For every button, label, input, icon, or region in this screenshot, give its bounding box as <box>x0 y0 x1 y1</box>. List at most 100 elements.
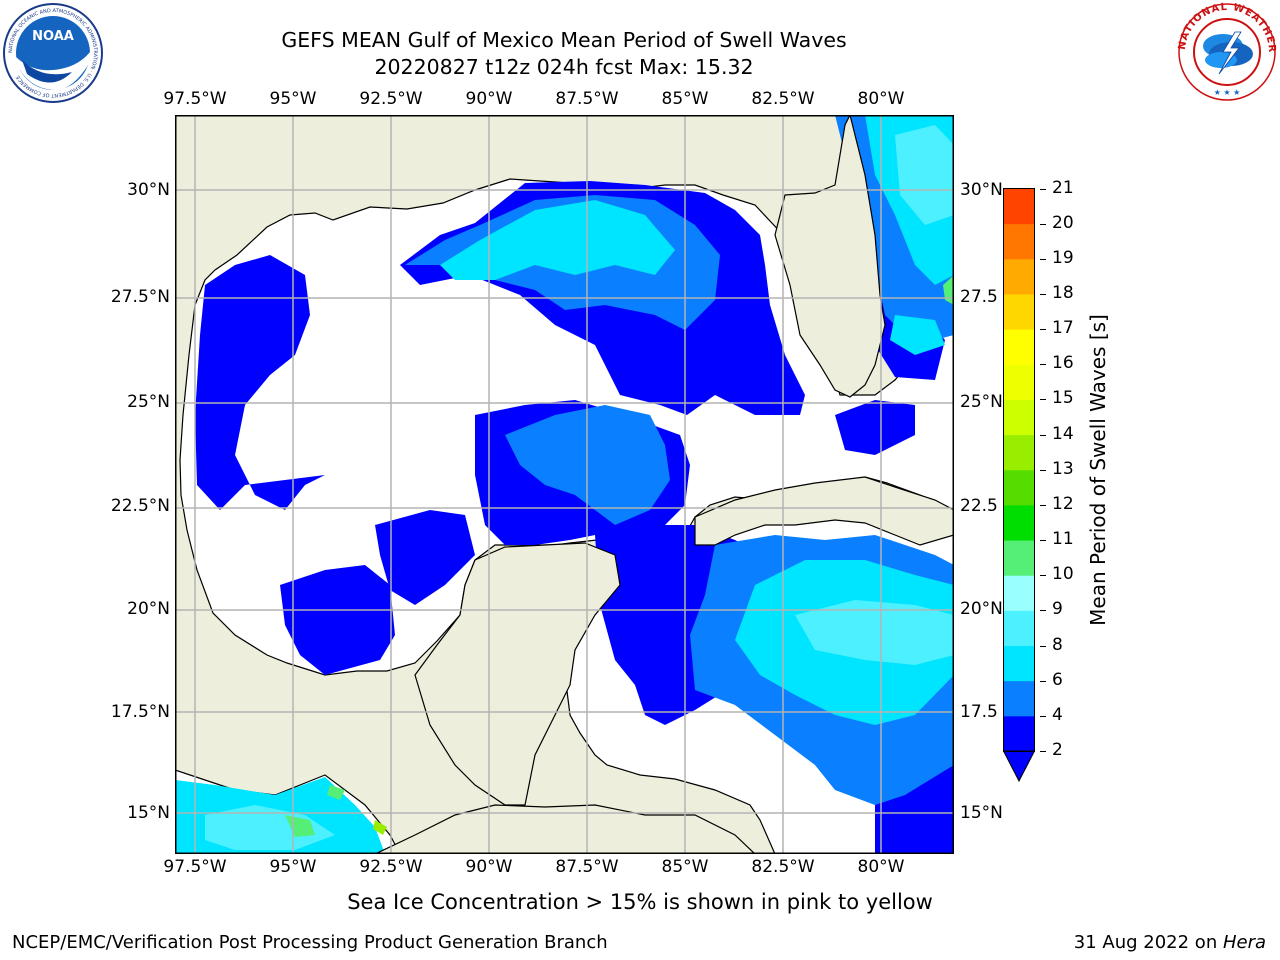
map-subtitle: 20220827 t12z 024h fcst Max: 15.32 <box>374 55 754 79</box>
lon-tick-bottom: 92.5°W <box>359 857 423 877</box>
colorbar-label: Mean Period of Swell Waves [s] <box>1086 314 1110 626</box>
colorbar-tick-mark <box>1040 399 1046 401</box>
nws-logo: NATIONAL WEATHER SERVICE ★ ★ ★ <box>1177 2 1276 101</box>
graticule <box>175 115 954 854</box>
colorbar-segment <box>1003 469 1035 506</box>
colorbar-tick-mark <box>1040 223 1046 225</box>
colorbar-segment <box>1003 399 1035 436</box>
colorbar-tick-label: 15 <box>1052 388 1074 409</box>
colorbar-tick-mark <box>1040 434 1046 436</box>
lat-tick-left: 25°N <box>127 392 170 412</box>
lat-tick-right: 17.5 <box>960 702 998 722</box>
colorbar-segment <box>1003 223 1035 260</box>
colorbar-segment <box>1003 434 1035 471</box>
lon-tick-bottom: 82.5°W <box>751 857 815 877</box>
cuba <box>694 476 954 546</box>
lat-tick-left: 17.5°N <box>110 702 170 722</box>
colorbar-tick-label: 20 <box>1052 212 1074 233</box>
colorbar-ticks: 2 4 6 8 9 10 11 12 13 14 15 16 17 18 19 20 21 <box>1040 178 1080 785</box>
lon-tick-top: 85°W <box>661 89 709 109</box>
colorbar-segment <box>1003 540 1035 576</box>
colorbar-tick-mark <box>1040 610 1046 612</box>
colorbar-tick-mark <box>1040 188 1046 190</box>
colorbar-tick-mark <box>1040 715 1046 717</box>
colorbar-tick-label: 10 <box>1052 564 1074 585</box>
map-title: GEFS MEAN Gulf of Mexico Mean Period of … <box>281 28 847 52</box>
map-panel <box>175 115 954 854</box>
lat-tick-left: 30°N <box>127 180 170 200</box>
lon-tick-top: 82.5°W <box>751 89 815 109</box>
colorbar-segment <box>1003 258 1035 295</box>
swell-period-field <box>175 115 954 854</box>
lon-tick-top: 90°W <box>465 89 513 109</box>
map-frame <box>175 115 954 854</box>
colorbar-segment <box>1003 504 1035 541</box>
colorbar-tick-label: 2 <box>1052 740 1063 760</box>
colorbar-segment <box>1003 680 1035 717</box>
colorbar-tick-mark <box>1040 540 1046 542</box>
colorbar-tick-label: 6 <box>1052 669 1063 690</box>
colorbar-segment <box>1003 715 1035 752</box>
colorbar-segment <box>1003 575 1035 611</box>
colorbar-segment <box>1003 293 1035 330</box>
colorbar-tick-label: 19 <box>1052 247 1074 268</box>
lon-tick-top: 97.5°W <box>163 89 227 109</box>
colorbar-segment <box>1003 645 1035 682</box>
colorbar-tick-mark <box>1040 364 1046 366</box>
lon-tick-bottom: 90°W <box>465 857 513 877</box>
colorbar-tick-mark <box>1040 329 1046 331</box>
lon-tick-top: 92.5°W <box>359 89 423 109</box>
lat-tick-left: 15°N <box>127 803 170 823</box>
lat-tick-left: 22.5°N <box>110 496 170 516</box>
lon-tick-bottom: 80°W <box>857 857 905 877</box>
lat-tick-right: 25°N <box>960 392 1003 412</box>
noaa-logo: NOAA NATIONAL OCEANIC AND ATMOSPHERIC AD… <box>3 3 103 103</box>
yucatan-peninsula <box>414 542 621 806</box>
svg-text:★ ★ ★: ★ ★ ★ <box>1214 88 1241 97</box>
central-america <box>374 804 756 854</box>
lat-tick-right: 15°N <box>960 803 1003 823</box>
credit-text: NCEP/EMC/Verification Post Processing Pr… <box>12 932 608 953</box>
sea-ice-note: Sea Ice Concentration > 15% is shown in … <box>347 890 933 914</box>
lat-tick-left: 20°N <box>127 599 170 619</box>
colorbar-tick-label: 16 <box>1052 353 1074 374</box>
colorbar-segment <box>1003 188 1035 225</box>
lon-tick-bottom: 97.5°W <box>163 857 227 877</box>
colorbar-tick-label: 12 <box>1052 493 1074 514</box>
colorbar-tick-mark <box>1040 293 1046 295</box>
colorbar <box>1002 188 1036 783</box>
colorbar-frame <box>1003 188 1035 752</box>
lat-tick-left: 27.5°N <box>110 287 170 307</box>
colorbar-tick-mark <box>1040 751 1046 752</box>
date-text: 31 Aug 2022 on <box>1073 932 1223 953</box>
colorbar-tick-label: 4 <box>1052 704 1063 725</box>
colorbar-tick-label: 9 <box>1052 599 1063 620</box>
colorbar-tick-label: 18 <box>1052 282 1074 303</box>
lon-tick-top: 87.5°W <box>555 89 619 109</box>
colorbar-tick-mark <box>1040 504 1046 506</box>
florida-peninsula <box>774 115 886 398</box>
system-name: Hera <box>1222 932 1266 953</box>
colorbar-tick-label: 8 <box>1052 634 1063 655</box>
colorbar-segment <box>1003 329 1035 365</box>
lat-tick-right: 27.5 <box>960 287 998 307</box>
lon-tick-bottom: 95°W <box>269 857 317 877</box>
colorbar-segment <box>1003 610 1035 647</box>
colorbar-tick-label: 21 <box>1052 177 1074 198</box>
colorbar-tick-mark <box>1040 645 1046 647</box>
colorbar-tick-mark <box>1040 680 1046 682</box>
colorbar-segment <box>1003 364 1035 400</box>
land-masses <box>374 115 954 854</box>
date-stamp: 31 Aug 2022 on Hera <box>1074 932 1266 953</box>
colorbar-tick-mark <box>1040 575 1046 577</box>
colorbar-tick-label: 14 <box>1052 423 1074 444</box>
lon-tick-bottom: 85°W <box>661 857 709 877</box>
colorbar-tick-mark <box>1040 469 1046 471</box>
lon-tick-top: 80°W <box>857 89 905 109</box>
noaa-logo-text: NOAA <box>32 29 74 44</box>
colorbar-extend-arrow <box>1002 750 1036 783</box>
colorbar-tick-label: 11 <box>1052 529 1074 550</box>
lon-tick-top: 95°W <box>269 89 317 109</box>
lat-tick-right: 22.5 <box>960 496 998 516</box>
colorbar-tick-mark <box>1040 258 1046 260</box>
